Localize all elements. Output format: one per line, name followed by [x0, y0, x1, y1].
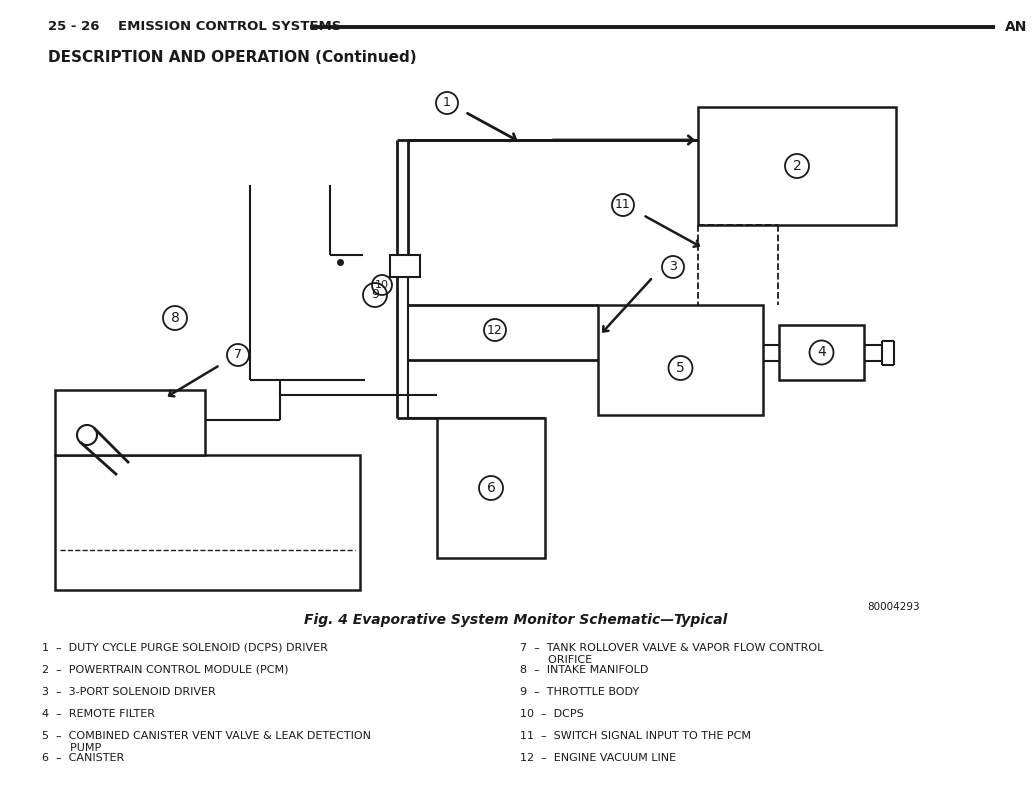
Text: 2: 2	[793, 159, 802, 173]
Text: Fig. 4 Evaporative System Monitor Schematic—Typical: Fig. 4 Evaporative System Monitor Schema…	[304, 613, 728, 627]
Text: 2  –  POWERTRAIN CONTROL MODULE (PCM): 2 – POWERTRAIN CONTROL MODULE (PCM)	[42, 665, 289, 675]
Text: 10  –  DCPS: 10 – DCPS	[520, 709, 584, 719]
Text: 8: 8	[170, 311, 180, 325]
Text: 11: 11	[615, 199, 631, 211]
Text: DESCRIPTION AND OPERATION (Continued): DESCRIPTION AND OPERATION (Continued)	[49, 50, 417, 66]
Text: 5: 5	[676, 361, 685, 375]
Text: 7: 7	[234, 348, 241, 361]
Text: 7  –  TANK ROLLOVER VALVE & VAPOR FLOW CONTROL
        ORIFICE: 7 – TANK ROLLOVER VALVE & VAPOR FLOW CON…	[520, 643, 824, 665]
Text: 3: 3	[669, 260, 677, 273]
Bar	[779, 325, 864, 380]
Bar	[598, 305, 763, 415]
Text: 12  –  ENGINE VACUUM LINE: 12 – ENGINE VACUUM LINE	[520, 753, 676, 763]
Bar	[55, 455, 360, 590]
Text: 9: 9	[372, 288, 379, 301]
Text: 5  –  COMBINED CANISTER VENT VALVE & LEAK DETECTION
        PUMP: 5 – COMBINED CANISTER VENT VALVE & LEAK …	[42, 731, 370, 753]
Bar	[437, 418, 545, 558]
Text: 11  –  SWITCH SIGNAL INPUT TO THE PCM: 11 – SWITCH SIGNAL INPUT TO THE PCM	[520, 731, 751, 741]
Text: 6: 6	[486, 481, 495, 495]
Text: 80004293: 80004293	[867, 602, 920, 612]
Bar	[390, 255, 420, 277]
Text: 25 - 26    EMISSION CONTROL SYSTEMS: 25 - 26 EMISSION CONTROL SYSTEMS	[49, 21, 342, 34]
Text: 4: 4	[817, 345, 826, 360]
Bar	[698, 107, 896, 225]
Text: 10: 10	[375, 280, 389, 290]
Text: 4  –  REMOTE FILTER: 4 – REMOTE FILTER	[42, 709, 155, 719]
Text: AN: AN	[1005, 20, 1028, 34]
Text: 6  –  CANISTER: 6 – CANISTER	[42, 753, 124, 763]
Text: 3  –  3-PORT SOLENOID DRIVER: 3 – 3-PORT SOLENOID DRIVER	[42, 687, 216, 697]
Text: 9  –  THROTTLE BODY: 9 – THROTTLE BODY	[520, 687, 639, 697]
Text: 12: 12	[487, 324, 503, 336]
Text: 1: 1	[443, 96, 451, 110]
Text: 8  –  INTAKE MANIFOLD: 8 – INTAKE MANIFOLD	[520, 665, 648, 675]
Text: 1  –  DUTY CYCLE PURGE SOLENOID (DCPS) DRIVER: 1 – DUTY CYCLE PURGE SOLENOID (DCPS) DRI…	[42, 643, 328, 653]
Bar	[55, 390, 205, 455]
